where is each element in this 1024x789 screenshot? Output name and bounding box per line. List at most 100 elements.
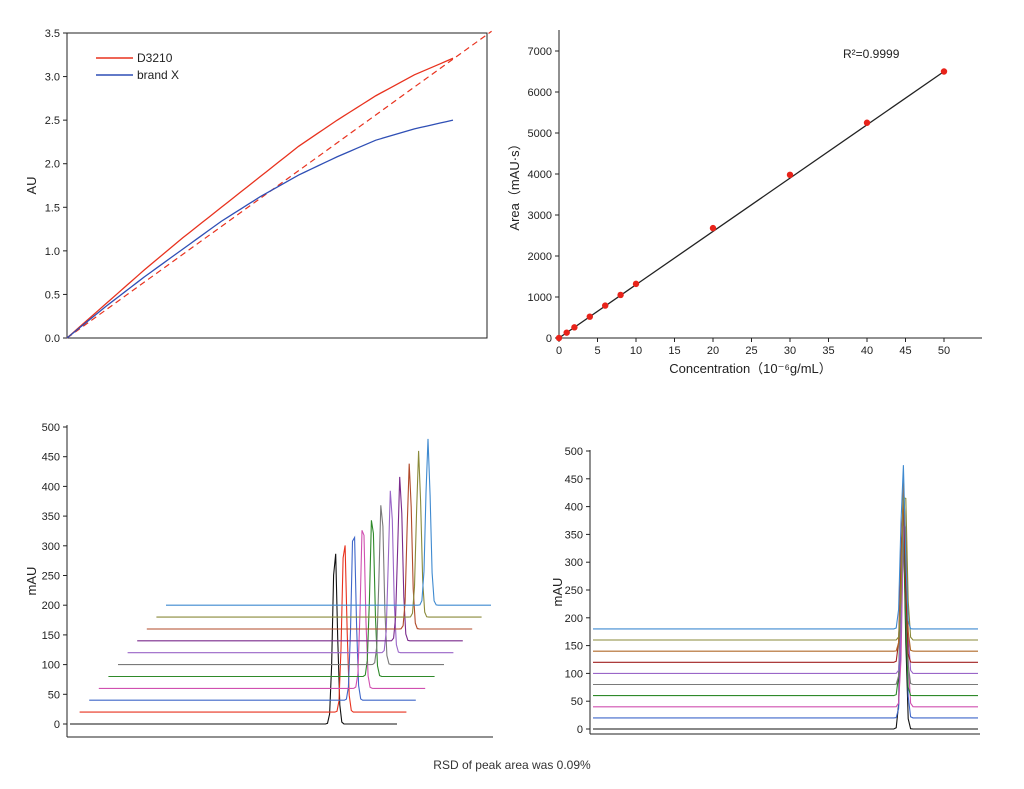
au-y-tick-label: 1.0 — [45, 246, 60, 258]
chromo-a-trace — [166, 438, 491, 606]
chromo-b-y-tick-label: 350 — [565, 529, 583, 541]
cal-x-tick-label: 5 — [594, 345, 600, 357]
cal-data-point — [632, 280, 640, 288]
chromo-a-y-tick-label: 100 — [42, 660, 60, 672]
chromo-a-y-tick-label: 50 — [48, 689, 60, 701]
chromo-a-trace — [70, 553, 397, 725]
chromo-a-y-tick-label: 0 — [54, 719, 60, 731]
cal-x-tick-label: 30 — [784, 345, 796, 357]
cal-data-point — [586, 313, 593, 320]
chromo-b-y-tick-label: 0 — [577, 724, 583, 736]
chromo-b-trace — [593, 532, 978, 719]
legend-label-brand-x: brand X — [137, 68, 179, 82]
au-y-tick-label: 0.5 — [45, 289, 60, 301]
chromo-a-y-tick-label: 450 — [42, 452, 60, 464]
chromo-b-y-tick-label: 250 — [565, 585, 583, 597]
cal-data-point — [940, 68, 948, 75]
chromo-b-y-tick-label: 100 — [565, 668, 583, 680]
chromo-b-y-tick-label: 50 — [571, 696, 583, 708]
cal-x-tick-label: 20 — [707, 345, 719, 357]
chromo-b-trace — [593, 535, 978, 708]
cal-x-tick-label: 40 — [861, 345, 873, 357]
au-series-d3210 — [66, 57, 454, 339]
chromo-b-y-tick-label: 450 — [565, 474, 583, 486]
chromo-b-y-tick-label: 500 — [565, 446, 583, 458]
chromo-a-trace — [146, 463, 473, 630]
chromo-b-trace — [593, 526, 978, 697]
chromo-b-trace — [593, 515, 978, 686]
chromo-b-y-tick-label: 300 — [565, 557, 583, 569]
cal-x-tick-label: 35 — [822, 345, 834, 357]
chromo-b-trace — [593, 493, 978, 663]
cal-r2-annotation: R²=0.9999 — [843, 47, 900, 61]
cal-x-axis-label: Concentration（10⁻⁶g/mL） — [669, 361, 832, 376]
cal-x-tick-label: 15 — [668, 345, 680, 357]
chromo-a-trace — [156, 450, 482, 618]
cal-data-point — [863, 119, 871, 126]
au-y-tick-label: 3.5 — [45, 28, 60, 40]
cal-data-point — [563, 329, 570, 336]
chromo-a-y-tick-label: 200 — [42, 600, 60, 612]
cal-y-tick-label: 0 — [546, 333, 552, 345]
cal-y-tick-label: 2000 — [528, 251, 552, 263]
chromo-b-trace — [593, 496, 978, 641]
cal-y-tick-label: 4000 — [528, 169, 552, 181]
au-y-tick-label: 1.5 — [45, 202, 60, 214]
au-series-d3210-linear — [66, 30, 492, 339]
chromatogram-overlay-chart — [586, 450, 980, 735]
cal-y-tick-label: 6000 — [528, 87, 552, 99]
cal-data-point — [709, 224, 717, 232]
cal-x-tick-label: 45 — [899, 345, 911, 357]
cal-x-tick-label: 0 — [556, 345, 562, 357]
chromo-b-trace — [593, 481, 978, 652]
chromo-a-y-tick-label: 150 — [42, 630, 60, 642]
chromo-a-trace — [127, 490, 454, 654]
au-series-brand-x — [66, 119, 454, 339]
cal-data-point — [555, 334, 563, 342]
cal-data-point — [571, 324, 578, 331]
au-y-tick-label: 0.0 — [45, 333, 60, 345]
cal-x-tick-label: 10 — [630, 345, 642, 357]
chromo-b-y-axis-label: mAU — [550, 578, 565, 607]
cal-data-point — [617, 291, 624, 299]
cal-y-tick-label: 5000 — [528, 128, 552, 140]
cal-y-axis-label: Area（mAU·s） — [507, 137, 522, 230]
chromo-a-y-tick-label: 400 — [42, 481, 60, 493]
chromo-a-trace — [108, 520, 435, 678]
cal-x-tick-label: 25 — [745, 345, 757, 357]
chromo-b-trace — [593, 521, 978, 730]
figure-caption: RSD of peak area was 0.09% — [433, 758, 591, 772]
chromo-a-y-axis-label: mAU — [24, 567, 39, 596]
cal-data-point — [602, 302, 609, 309]
cal-y-tick-label: 3000 — [528, 210, 552, 222]
chromo-a-y-tick-label: 500 — [42, 422, 60, 434]
au-chart — [63, 30, 492, 339]
chromo-b-y-tick-label: 150 — [565, 641, 583, 653]
chromatogram-offset-chart — [63, 425, 493, 738]
cal-fit-line — [558, 70, 945, 339]
cal-y-tick-label: 7000 — [528, 46, 552, 58]
chromo-a-y-tick-label: 300 — [42, 541, 60, 553]
cal-data-point — [786, 171, 794, 179]
chromo-a-trace — [98, 530, 426, 689]
cal-y-tick-label: 1000 — [528, 292, 552, 304]
au-y-tick-label: 3.0 — [45, 72, 60, 84]
legend-label-d3210: D3210 — [137, 51, 173, 65]
au-y-tick-label: 2.0 — [45, 159, 60, 171]
chromo-b-y-tick-label: 200 — [565, 613, 583, 625]
chromo-a-y-tick-label: 250 — [42, 571, 60, 583]
chromo-b-y-tick-label: 400 — [565, 502, 583, 514]
cal-x-tick-label: 50 — [938, 345, 950, 357]
chromo-a-y-tick-label: 350 — [42, 511, 60, 523]
chromo-a-trace — [137, 476, 463, 642]
chromo-a-trace — [118, 505, 444, 666]
calibration-chart — [555, 30, 982, 342]
au-y-axis-label: AU — [24, 176, 39, 194]
chromo-b-trace — [593, 525, 978, 674]
chromo-a-trace — [79, 545, 407, 713]
au-y-tick-label: 2.5 — [45, 115, 60, 127]
chromo-b-trace — [593, 465, 978, 630]
au-plot-frame — [66, 32, 488, 339]
chromo-a-trace — [89, 535, 416, 701]
